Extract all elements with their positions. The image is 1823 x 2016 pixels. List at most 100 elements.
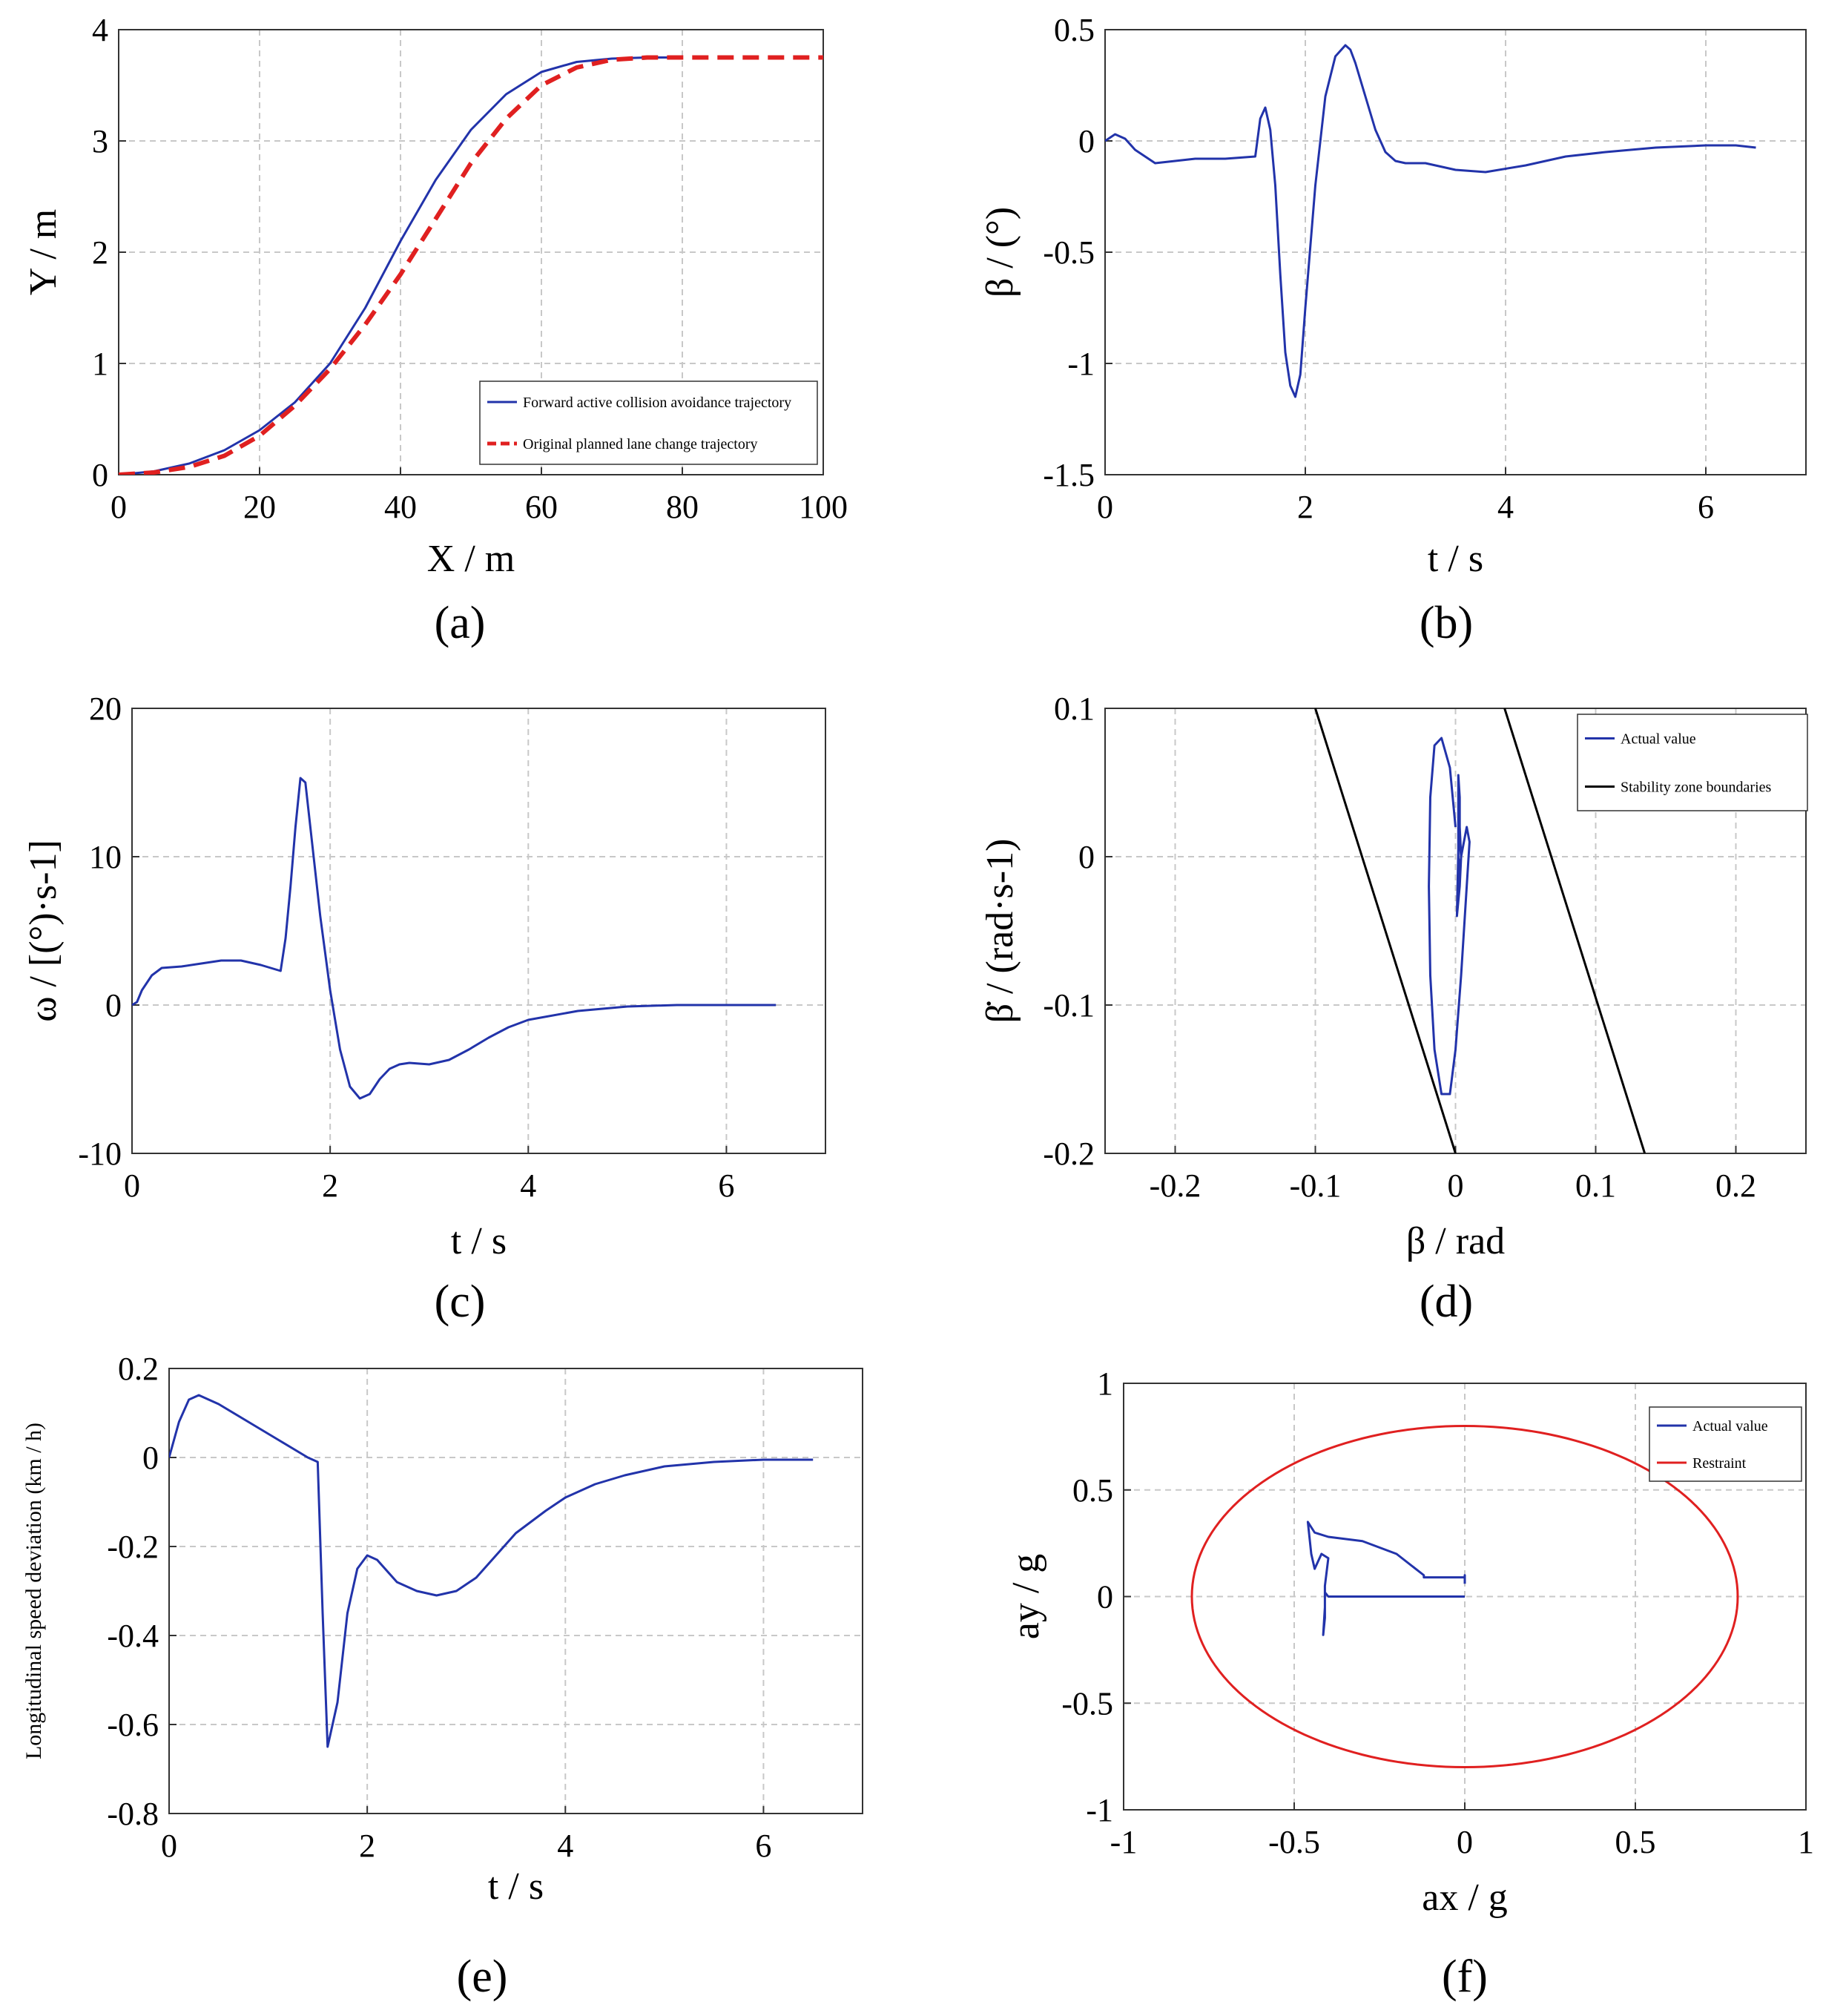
legend-box	[479, 381, 818, 465]
plot-frame	[131, 708, 826, 1154]
y-axis-label: β / (°)	[979, 207, 1021, 297]
y-tick-label: 0	[1078, 123, 1095, 159]
chart-b: 0 2 4 6 -1.5 -1 -0.5 0 0.5 t / s β / (°) (b)	[979, 12, 1807, 648]
x-tick-label: 4	[520, 1167, 536, 1204]
y-tick-label: 0	[142, 1440, 159, 1476]
x-tick-label: 1	[1798, 1824, 1814, 1860]
y-tick-label: 0	[1097, 1579, 1113, 1615]
panel-label: (a)	[435, 598, 486, 648]
series-line-1	[1314, 708, 1457, 1153]
x-tick-label: 20	[243, 489, 276, 525]
y-tick-label: -0.5	[1061, 1685, 1113, 1722]
panel-label: (d)	[1420, 1277, 1473, 1327]
x-tick-label: -0.5	[1268, 1824, 1320, 1860]
y-tick-label: 20	[89, 691, 122, 727]
y-tick-label: 0.5	[1072, 1472, 1113, 1509]
chart-d: -0.2 -0.1 0 0.1 0.2 -0.2 -0.1 0 0.1 β / rad β̇ / (…	[979, 691, 1808, 1327]
y-tick-label: -0.8	[107, 1796, 159, 1832]
series-line-0	[169, 1394, 814, 1748]
y-tick-label: 4	[92, 12, 108, 48]
x-tick-label: 2	[359, 1828, 375, 1864]
x-tick-label: 6	[718, 1167, 734, 1204]
restraint-circle	[1190, 1424, 1739, 1769]
x-tick-label: 2	[1297, 489, 1313, 525]
legend-box	[1577, 714, 1808, 811]
x-tick-label: -1	[1110, 1824, 1138, 1860]
x-tick-label: 0	[1457, 1824, 1473, 1860]
y-tick-label: 1	[1097, 1366, 1113, 1402]
x-axis-label: t / s	[451, 1220, 507, 1262]
y-axis-label: ω / [(°)·s-1]	[22, 840, 65, 1022]
y-axis-label: Y / m	[22, 209, 65, 296]
legend-entry: Restraint	[1692, 1455, 1747, 1472]
y-tick-label: -1	[1086, 1792, 1113, 1828]
x-tick-label: 0	[161, 1828, 177, 1864]
y-tick-label: -0.5	[1043, 234, 1095, 271]
x-axis-label: X / m	[427, 538, 515, 580]
chart-f: -1 -0.5 0 0.5 1 -1 -0.5 0 0.5 1 ax / g ay / g (f) Act…	[1005, 1366, 1814, 2002]
y-tick-label: 0	[1078, 839, 1095, 875]
legend-entry: Original planned lane change trajectory	[523, 436, 758, 452]
panel-label: (c)	[435, 1277, 486, 1327]
series-line-1	[119, 55, 823, 475]
x-axis-label: β / rad	[1406, 1220, 1505, 1262]
x-tick-label: 80	[666, 489, 699, 525]
x-tick-label: 0	[1097, 489, 1113, 525]
x-tick-label: 2	[322, 1167, 338, 1204]
y-tick-label: -0.2	[1043, 1136, 1095, 1172]
x-tick-label: 0	[124, 1167, 140, 1204]
y-tick-label: -0.4	[107, 1618, 159, 1654]
x-tick-label: -0.2	[1150, 1167, 1201, 1204]
x-tick-label: 40	[384, 489, 417, 525]
chart-a: 0 20 40 60 80 100 0 1 2 3 4 X / m Y / m (a) Forward ac…	[22, 12, 848, 648]
legend-entry: Forward active collision avoidance traje…	[523, 395, 791, 411]
x-axis-label: t / s	[488, 1865, 544, 1908]
series-line-0	[119, 56, 682, 475]
x-axis-label: t / s	[1428, 538, 1483, 580]
y-tick-label: 0.2	[118, 1351, 159, 1387]
y-tick-label: -0.6	[107, 1707, 159, 1743]
y-tick-label: -10	[78, 1136, 122, 1172]
x-tick-label: 6	[1698, 489, 1714, 525]
x-axis-label: ax / g	[1422, 1877, 1508, 1919]
legend-entry: Stability zone boundaries	[1621, 780, 1772, 796]
panel-label: (b)	[1420, 598, 1473, 648]
x-tick-label: 4	[557, 1828, 573, 1864]
y-tick-label: 2	[92, 234, 108, 271]
legend-box	[1649, 1406, 1802, 1482]
y-tick-label: 0	[92, 457, 108, 493]
x-tick-label: 4	[1497, 489, 1514, 525]
series-line-0	[1428, 737, 1471, 1096]
y-tick-label: 0.5	[1054, 12, 1095, 48]
x-tick-label: -0.1	[1290, 1167, 1342, 1204]
y-tick-label: 0.1	[1054, 691, 1095, 727]
panel-label: (e)	[457, 1951, 508, 2002]
x-tick-label: 100	[799, 489, 848, 525]
x-tick-label: 0.2	[1715, 1167, 1756, 1204]
panel-label: (f)	[1442, 1951, 1488, 2002]
chart-e: 0 2 4 6 -0.8 -0.6 -0.4 -0.2 0 0.2 t / s Longitudina…	[22, 1351, 863, 2002]
x-tick-label: 0	[1448, 1167, 1464, 1204]
y-tick-label: -0.2	[107, 1529, 159, 1565]
series-line-0	[1105, 44, 1756, 398]
plot-frame	[168, 1368, 863, 1814]
y-axis-label: Longitudinal speed deviation (km / h)	[22, 1423, 46, 1759]
y-axis-label: β̇ / (rad·s-1)	[979, 839, 1021, 1024]
x-tick-label: 0	[111, 489, 127, 525]
x-tick-label: 6	[755, 1828, 771, 1864]
y-tick-label: 0	[105, 987, 122, 1024]
series-line-0	[1306, 1521, 1466, 1636]
legend-entry: Actual value	[1692, 1418, 1768, 1434]
y-axis-label: ay / g	[1005, 1554, 1047, 1640]
y-tick-label: -1	[1067, 346, 1095, 382]
series-line-2	[1503, 708, 1646, 1153]
y-tick-label: 1	[92, 346, 108, 382]
y-tick-label: -0.1	[1043, 987, 1095, 1024]
x-tick-label: 0.5	[1615, 1824, 1656, 1860]
y-tick-label: 10	[89, 839, 122, 875]
x-tick-label: 60	[525, 489, 558, 525]
legend-entry: Actual value	[1621, 731, 1696, 748]
y-tick-label: 3	[92, 123, 108, 159]
